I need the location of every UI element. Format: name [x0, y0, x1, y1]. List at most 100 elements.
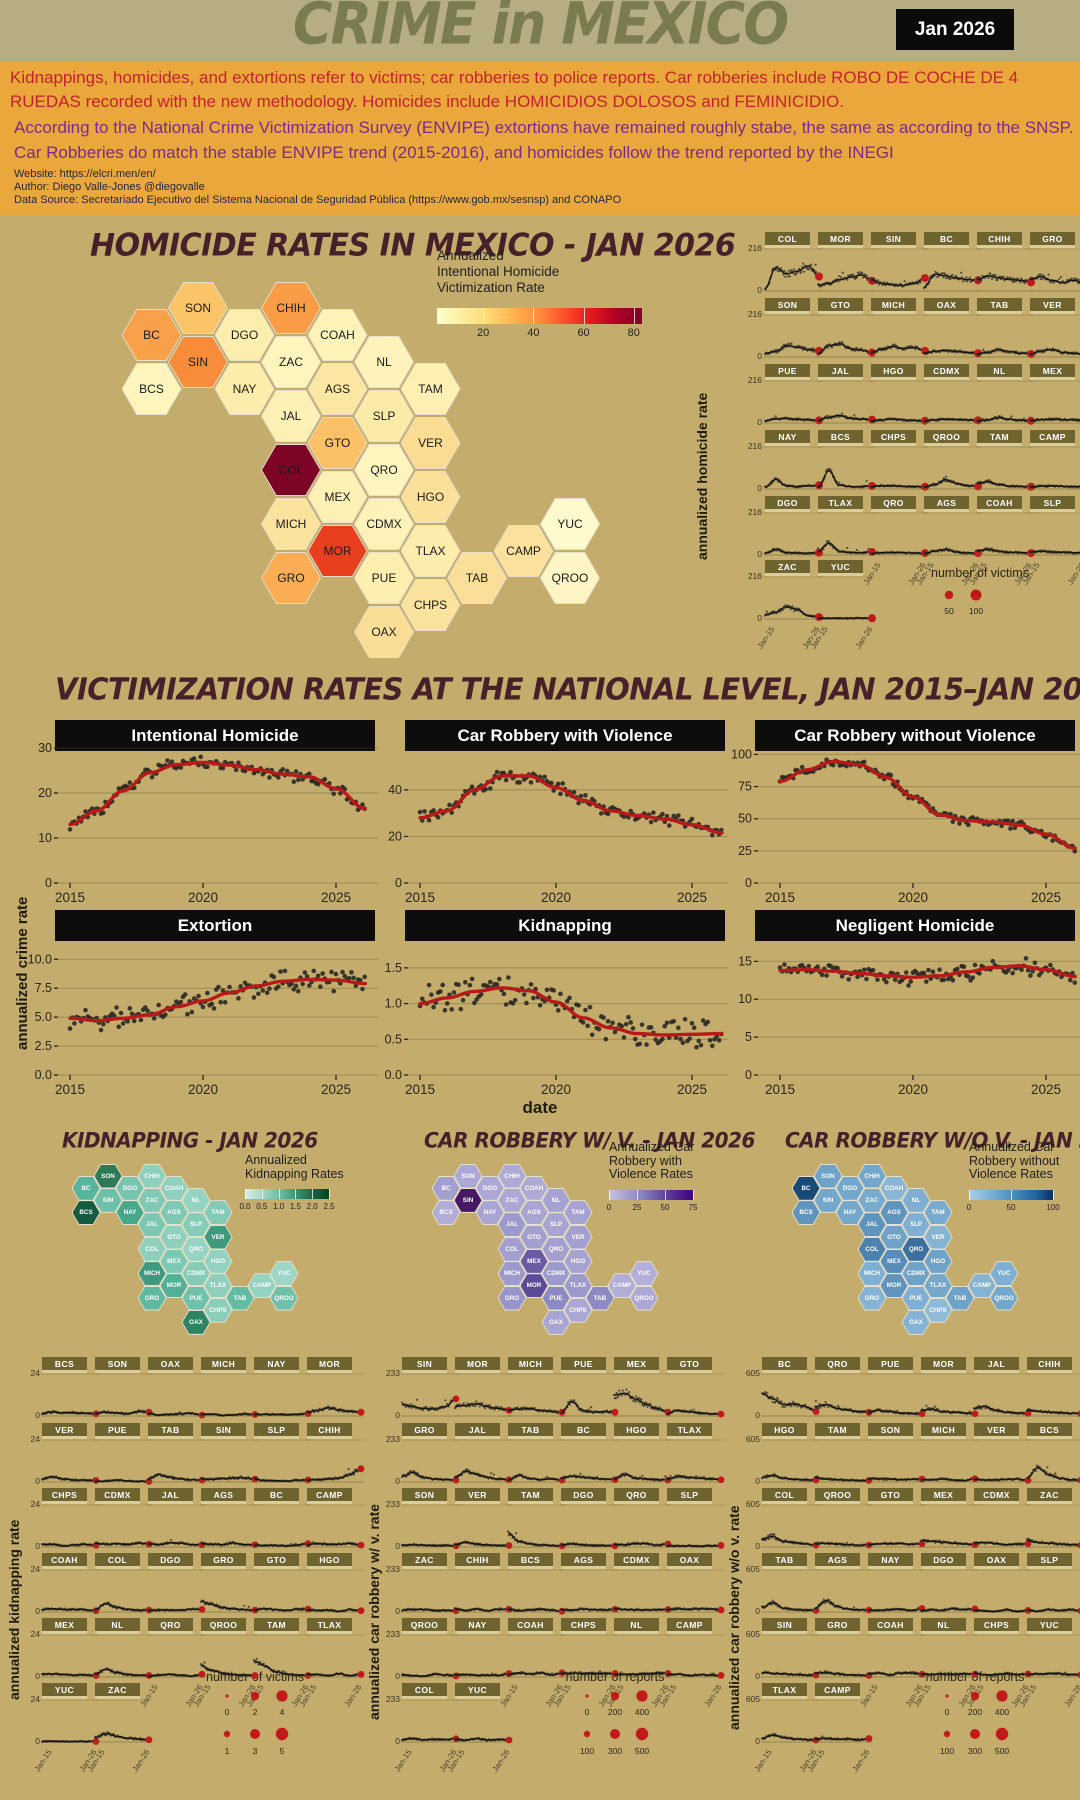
hex-label-pue: PUE [909, 1294, 923, 1302]
homicide-section-title: HOMICIDE RATES IN MEXICO - JAN 2026 [90, 227, 736, 264]
grid-ymax-tick: 24 [30, 1434, 40, 1444]
hex-fill-son: SON [814, 1164, 842, 1188]
hex-fill-pue: PUE [902, 1286, 930, 1310]
size-legend-value: 100 [579, 1746, 595, 1756]
hex-fill-gto: GTO [880, 1225, 908, 1249]
chart-intentional-homicide: 0 10 20 30 2015 2020 2025 [38, 741, 378, 905]
size-legend-dot [610, 1691, 620, 1701]
hex-label-camp: CAMP [506, 544, 541, 558]
hex-label-ags: AGS [324, 382, 351, 396]
sparkline-homicide-chps [869, 446, 929, 491]
hex-label-chps: CHPS [929, 1306, 947, 1314]
state-cell-title-hgo: HGO [762, 1423, 807, 1436]
hex-fill-bc: BC [432, 1176, 460, 1200]
hex-fill-tam: TAM [401, 364, 460, 414]
hex-fill-bc: BC [792, 1176, 820, 1200]
sparkline-homicide-yuc [816, 576, 876, 623]
sparkline-car_with-nl [612, 1634, 672, 1678]
hex-label-col: COL [145, 1245, 159, 1253]
state-cell-title-ags: AGS [815, 1553, 860, 1566]
hex-label-sin: SIN [462, 1196, 474, 1204]
size-legend-value: 400 [634, 1707, 650, 1717]
svg-text:100: 100 [731, 747, 752, 761]
size-legend-value: 100 [968, 606, 984, 616]
hex-fill-tlax: TLAX [924, 1274, 952, 1298]
state-cell-title-mich: MICH [871, 298, 916, 311]
grid-xstart-label: Jan-15 [392, 1748, 414, 1774]
sparkline-car_with-qro [612, 1504, 672, 1548]
legend-title-line: Robbery with [609, 1153, 682, 1168]
svg-text:5.0: 5.0 [35, 1010, 52, 1024]
hex-label-ags: AGS [887, 1209, 901, 1217]
grid-ymin-tick: 0 [35, 1671, 40, 1681]
sparkline-kidnapping-chih [305, 1439, 365, 1483]
state-cell-title-chps: CHPS [974, 1618, 1019, 1631]
hex-label-slp: SLP [189, 1221, 203, 1229]
hex-label-hgo: HGO [570, 1257, 586, 1265]
legend-tick-mark [1053, 1189, 1054, 1200]
hex-fill-nay: NAY [215, 364, 274, 414]
svg-text:2015: 2015 [405, 890, 435, 905]
hex-fill-mor: MOR [880, 1274, 908, 1298]
size-legend-dot [970, 1729, 980, 1739]
state-cell-title-pue: PUE [868, 1357, 913, 1370]
state-cell-title-nl: NL [921, 1618, 966, 1631]
hex-fill-mex: MEX [520, 1249, 548, 1273]
sparkline-car_with-yuc [453, 1699, 513, 1744]
svg-text:5: 5 [745, 1030, 752, 1044]
hex-label-chih: CHIH [144, 1172, 160, 1180]
hex-fill-yuc: YUC [990, 1262, 1018, 1286]
size-legend-dot [635, 1727, 649, 1741]
hex-label-bcs: BCS [439, 1209, 453, 1217]
state-cell-title-cdmx: CDMX [95, 1488, 140, 1501]
state-cell-title-gto: GTO [667, 1357, 712, 1370]
hex-fill-slp: SLP [542, 1213, 570, 1237]
sparkline-car_with-mich [506, 1373, 566, 1417]
hex-zac: ZAC [261, 336, 321, 388]
hex-fill-dgo: DGO [476, 1176, 504, 1200]
state-cell-title-yuc: YUC [818, 560, 863, 573]
hex-coah: COAH [307, 309, 368, 361]
hex-fill-gto: GTO [160, 1225, 188, 1249]
hex-fill-nl: NL [182, 1188, 210, 1212]
hex-fill-tab: TAB [226, 1286, 254, 1310]
grid-ymax-tick: 605 [745, 1694, 760, 1704]
hex-label-sin: SIN [187, 355, 208, 369]
state-cell-title-chih: CHIH [1027, 1357, 1072, 1370]
state-cell-title-dgo: DGO [921, 1553, 966, 1566]
hex-fill-pue: PUE [182, 1286, 210, 1310]
sparkline-car_without-bc [760, 1373, 820, 1417]
sparkline-car_without-coah [866, 1634, 926, 1678]
svg-text:2015: 2015 [765, 1082, 795, 1097]
legend-tick-mark [261, 1189, 263, 1199]
hex-label-nl: NL [191, 1196, 201, 1204]
hex-fill-nay: NAY [476, 1201, 504, 1225]
sparkline-kidnapping-camp [305, 1504, 365, 1549]
grid-ymin-tick: 0 [35, 1476, 40, 1486]
hex-mor: MOR [307, 525, 368, 577]
sparkline-homicide-son [763, 314, 823, 358]
hex-label-mex: MEX [167, 1257, 181, 1265]
hex-label-tam: TAM [931, 1209, 945, 1217]
hex-fill-zac: ZAC [498, 1188, 526, 1212]
state-cell-title-qro: QRO [815, 1357, 860, 1370]
svg-text:10: 10 [738, 992, 752, 1006]
hex-fill-tab: TAB [946, 1286, 974, 1310]
svg-text:2025: 2025 [321, 1082, 351, 1097]
legend-tick-label: 2.0 [306, 1202, 318, 1211]
homicide-grid-ylabel: annualized homicide rate [694, 392, 710, 560]
state-cell-title-nl: NL [95, 1618, 140, 1631]
grid-xend-label: Jan-26 [702, 1683, 724, 1709]
hex-fill-sin: SIN [94, 1188, 122, 1212]
legend-title-line: Annualized [245, 1153, 307, 1167]
national-xlabel: date [522, 1098, 558, 1117]
hex-label-qro: QRO [548, 1245, 564, 1253]
size-legend-dot [250, 1691, 260, 1701]
svg-text:2015: 2015 [405, 1082, 435, 1097]
grid-ymax-tick: 233 [385, 1434, 400, 1444]
svg-text:2020: 2020 [898, 890, 928, 905]
state-cell-title-slp: SLP [1027, 1553, 1072, 1566]
sparkline-kidnapping-hgo [305, 1569, 365, 1615]
hex-fill-tlax: TLAX [401, 526, 460, 576]
hex-tab: TAB [447, 552, 507, 604]
